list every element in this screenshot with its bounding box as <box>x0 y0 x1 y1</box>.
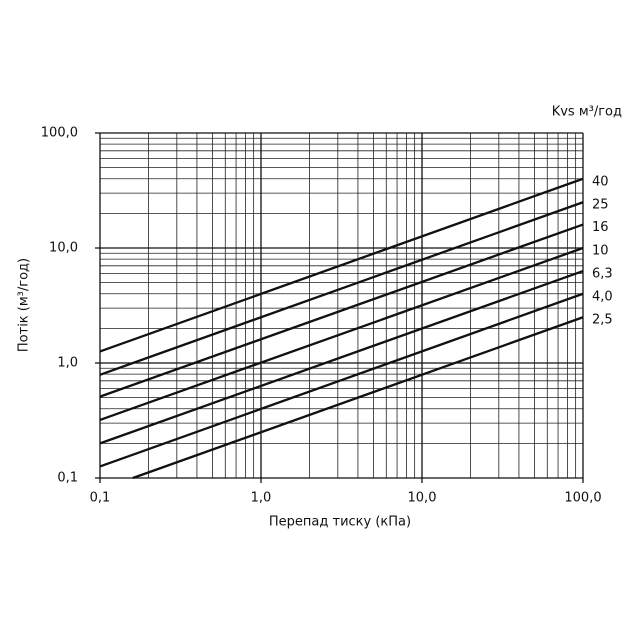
x-tick-label: 0,1 <box>90 491 111 506</box>
series-line <box>99 246 584 421</box>
series-label: 25 <box>592 198 609 213</box>
series-label: 4,0 <box>592 289 613 304</box>
x-axis-label: Перепад тиску (кПа) <box>269 515 411 530</box>
x-tick-label: 1,0 <box>251 491 272 506</box>
series-label: 6,3 <box>592 267 613 282</box>
series-line <box>99 223 584 398</box>
series-line <box>99 201 584 376</box>
series-line <box>99 177 584 353</box>
series-label: 2,5 <box>592 313 613 328</box>
y-axis-label: Потік (м³/год) <box>17 258 32 352</box>
y-tick-label: 1,0 <box>57 356 78 371</box>
series-line <box>132 316 584 480</box>
x-tick-label: 10,0 <box>408 491 437 506</box>
series-label: 40 <box>592 174 609 189</box>
series-label: 10 <box>592 244 609 259</box>
y-tick-label: 0,1 <box>57 471 78 486</box>
y-tick-label: 100,0 <box>41 126 78 141</box>
y-tick-label: 10,0 <box>49 241 78 256</box>
x-tick-label: 100,0 <box>564 491 601 506</box>
legend-title: Kvs м³/год <box>552 105 622 120</box>
series-line <box>99 292 584 468</box>
series-line <box>99 269 584 445</box>
series-label: 16 <box>592 220 609 235</box>
